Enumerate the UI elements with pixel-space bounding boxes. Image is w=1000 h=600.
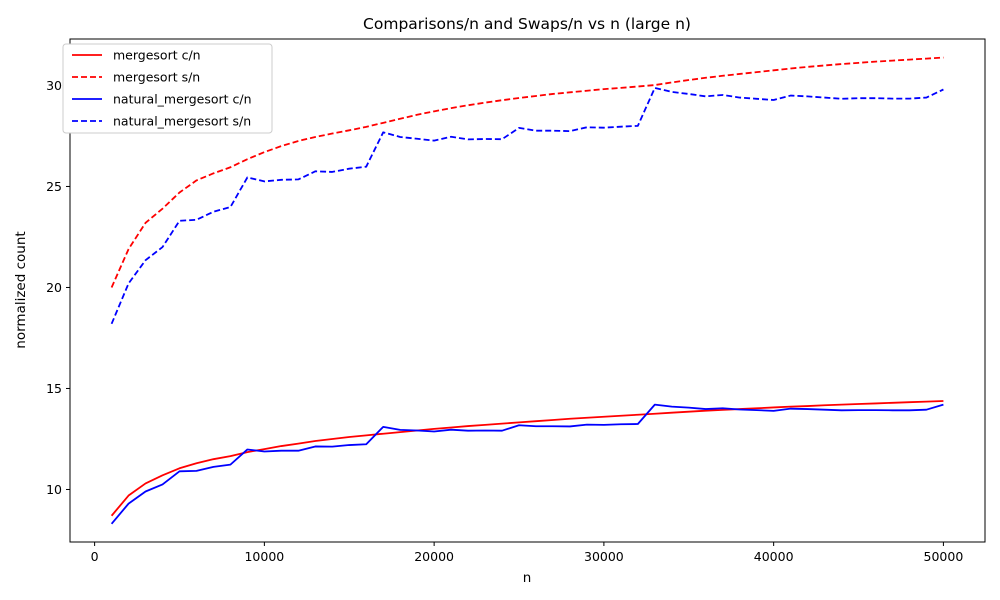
plot-area (69, 38, 986, 543)
series-line-natural-mergesort-s-n (110, 86, 944, 325)
series-line-natural-mergesort-c-n (110, 403, 944, 525)
x-axis-label: n (523, 570, 532, 586)
legend-box (62, 43, 273, 134)
y-axis: 10 15 20 25 30 (46, 78, 70, 497)
x-tick-label: 20000 (414, 549, 454, 564)
legend-label: natural_mergesort s/n (113, 114, 251, 129)
legend-label: natural_mergesort c/n (113, 92, 252, 107)
y-tick-label: 20 (46, 280, 62, 295)
x-tick-label: 50000 (924, 549, 964, 564)
x-axis: 0 10000 20000 30000 40000 50000 (91, 542, 964, 564)
legend: mergesort c/n mergesort s/n natural_merges… (62, 43, 273, 134)
y-tick-label: 10 (46, 482, 62, 497)
x-tick-label: 30000 (584, 549, 624, 564)
series-layer (110, 56, 944, 525)
y-axis-label: normalized count (13, 231, 29, 348)
legend-label: mergesort c/n (113, 48, 201, 63)
x-tick-label: 0 (91, 549, 99, 564)
series-line-mergesort-c-n (110, 400, 944, 517)
series-line-mergesort-s-n (110, 56, 944, 288)
y-tick-label: 15 (46, 381, 62, 396)
chart-title: Comparisons/n and Swaps/n vs n (large n) (363, 15, 691, 33)
x-tick-label: 10000 (244, 549, 284, 564)
legend-label: mergesort s/n (113, 70, 200, 85)
x-tick-label: 40000 (754, 549, 794, 564)
y-tick-label: 25 (46, 179, 62, 194)
y-tick-label: 30 (46, 78, 62, 93)
